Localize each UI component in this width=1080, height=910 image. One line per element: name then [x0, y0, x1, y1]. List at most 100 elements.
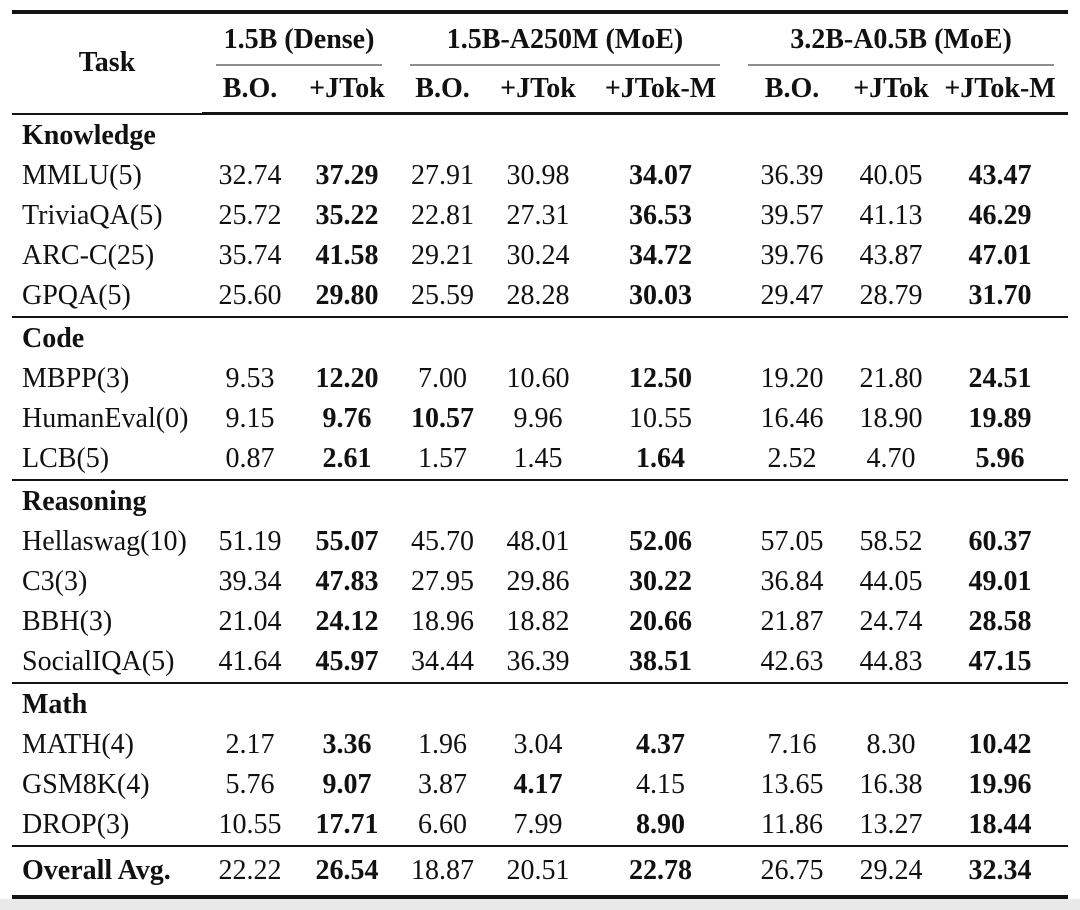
value-cell: 28.79	[859, 280, 923, 311]
section-reasoning: Reasoning Hellaswag(10) 51.19 55.07 45.70 48.…	[12, 480, 1069, 683]
value-cell: 10.55	[218, 809, 282, 840]
value-cell: 9.15	[225, 403, 275, 434]
value-cell: 36.53	[629, 200, 692, 231]
value-cell: 38.51	[629, 646, 692, 677]
value-cell: 7.16	[767, 729, 817, 760]
table-row: DROP(3) 10.55 17.71 6.60 7.99 8.90 11.86 13.27 1…	[12, 805, 1068, 846]
value-cell: 32.74	[218, 160, 282, 191]
value-cell: 47.83	[315, 566, 379, 597]
section-code: Code MBPP(3) 9.53 12.20 7.00 10.60 12.50 19.20 2…	[12, 317, 1069, 480]
value-cell: 47.01	[968, 240, 1032, 271]
value-cell: 19.20	[760, 363, 824, 394]
value-cell: 9.53	[225, 363, 275, 394]
value-cell: 47.15	[968, 646, 1032, 677]
table-header: Task 1.5B (Dense) 1.5B-A250M (MoE) 3.2B-A0.…	[12, 12, 1069, 115]
value-cell: 4.37	[636, 729, 685, 760]
value-cell: 13.27	[859, 809, 923, 840]
value-cell: 42.63	[760, 646, 824, 677]
overall-average-row: Overall Avg. 22.22 26.54 18.87 20.51 22.78 26.…	[12, 846, 1068, 898]
table-row: MBPP(3) 9.53 12.20 7.00 10.60 12.50 19.20 21.80…	[12, 359, 1068, 399]
value-cell: 26.54	[315, 855, 379, 886]
section-label: Math	[22, 688, 88, 720]
value-cell: 58.52	[859, 526, 923, 557]
value-cell: 22.22	[218, 855, 282, 886]
task-cell: MATH(4)	[22, 729, 134, 760]
value-cell: 27.95	[411, 566, 474, 597]
value-cell: 24.74	[859, 606, 923, 637]
value-cell: 4.70	[866, 443, 916, 474]
task-cell: HumanEval(0)	[22, 403, 189, 434]
section-name-row: Math	[12, 683, 1068, 725]
task-cell: MBPP(3)	[22, 363, 130, 394]
task-cell: TriviaQA(5)	[22, 200, 163, 231]
value-cell: 6.60	[418, 809, 467, 840]
value-cell: 1.45	[513, 443, 563, 474]
value-cell: 29.86	[506, 566, 570, 597]
value-cell: 24.51	[968, 363, 1032, 394]
task-cell: SocialIQA(5)	[22, 646, 175, 677]
value-cell: 57.05	[760, 526, 824, 557]
value-cell: 18.90	[859, 403, 923, 434]
value-cell: 25.59	[411, 280, 474, 311]
value-cell: 26.75	[760, 855, 824, 886]
benchmark-table-container: Task 1.5B (Dense) 1.5B-A250M (MoE) 3.2B-A0.…	[12, 10, 1069, 900]
overall-average-label: Overall Avg.	[22, 855, 171, 886]
value-cell: 27.31	[506, 200, 570, 231]
value-cell: 25.72	[218, 200, 282, 231]
section-math: Math MATH(4) 2.17 3.36 1.96 3.04 4.37 7.16 8.30 1…	[12, 683, 1069, 846]
value-cell: 18.82	[506, 606, 570, 637]
value-cell: 34.07	[629, 160, 692, 191]
value-cell: 55.07	[315, 526, 379, 557]
task-cell: C3(3)	[22, 566, 88, 597]
value-cell: 21.87	[760, 606, 824, 637]
value-cell: 29.80	[315, 280, 379, 311]
table-row: LCB(5) 0.87 2.61 1.57 1.45 1.64 2.52 4.70 5.96	[12, 439, 1068, 480]
value-cell: 41.64	[218, 646, 282, 677]
value-cell: 7.99	[513, 809, 563, 840]
value-cell: 18.44	[968, 809, 1032, 840]
value-cell: 39.57	[760, 200, 824, 231]
value-cell: 2.61	[322, 443, 372, 474]
value-cell: 20.51	[506, 855, 570, 886]
value-cell: 10.42	[968, 729, 1032, 760]
column-header-task: Task	[78, 47, 136, 79]
value-cell: 34.72	[629, 240, 692, 271]
value-cell: 0.87	[225, 443, 275, 474]
table-row: MATH(4) 2.17 3.36 1.96 3.04 4.37 7.16 8.30 10.42	[12, 725, 1068, 765]
value-cell: 2.52	[767, 443, 817, 474]
value-cell: 30.22	[629, 566, 692, 597]
value-cell: 39.34	[218, 566, 282, 597]
value-cell: 12.50	[629, 363, 692, 394]
header-subcolumn-row: B.O. +JTok B.O. +JTok +JTok-M B.O. +JTok +JTok-…	[12, 66, 1069, 115]
value-cell: 20.66	[629, 606, 692, 637]
value-cell: 10.55	[629, 403, 692, 434]
value-cell: 29.47	[760, 280, 824, 311]
value-cell: 22.78	[629, 855, 692, 886]
group-header-2: 3.2B-A0.5B (MoE)	[734, 12, 1068, 66]
subcolumn-header: +JTok	[850, 66, 933, 115]
task-cell: Hellaswag(10)	[22, 526, 187, 557]
value-cell: 4.15	[636, 769, 685, 800]
value-cell: 30.24	[506, 240, 570, 271]
value-cell: 44.83	[859, 646, 923, 677]
value-cell: 3.04	[513, 729, 563, 760]
value-cell: 25.60	[218, 280, 282, 311]
subcolumn-header: +JTok-M	[932, 66, 1069, 115]
value-cell: 17.71	[315, 809, 379, 840]
value-cell: 12.20	[315, 363, 379, 394]
value-cell: 4.17	[513, 769, 563, 800]
value-cell: 28.58	[968, 606, 1032, 637]
value-cell: 31.70	[968, 280, 1032, 311]
value-cell: 13.65	[760, 769, 824, 800]
value-cell: 5.96	[975, 443, 1025, 474]
value-cell: 3.36	[322, 729, 372, 760]
value-cell: 40.05	[859, 160, 923, 191]
value-cell: 36.84	[760, 566, 824, 597]
value-cell: 44.05	[859, 566, 923, 597]
value-cell: 27.91	[411, 160, 474, 191]
value-cell: 9.96	[513, 403, 563, 434]
table-row: HumanEval(0) 9.15 9.76 10.57 9.96 10.55 16.46 1…	[12, 399, 1068, 439]
header-group-row: Task 1.5B (Dense) 1.5B-A250M (MoE) 3.2B-A0.…	[12, 12, 1068, 78]
section-name-row: Knowledge	[12, 114, 1068, 157]
table-row: ARC-C(25) 35.74 41.58 29.21 30.24 34.72 39.76 4…	[12, 236, 1068, 276]
